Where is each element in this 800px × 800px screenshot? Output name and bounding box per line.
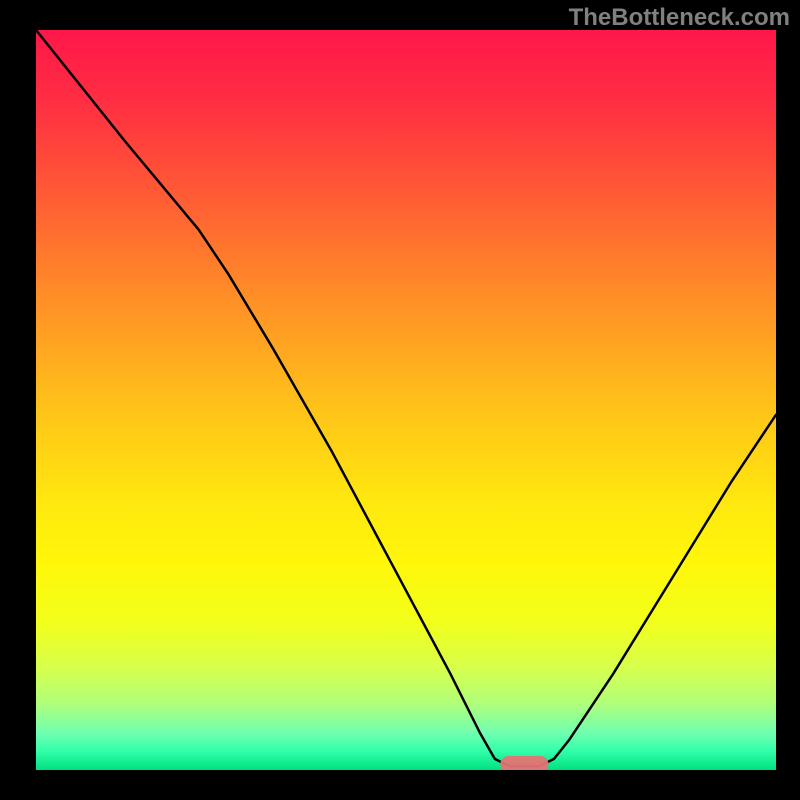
watermark-text: TheBottleneck.com [569, 4, 790, 32]
stage: TheBottleneck.com [0, 0, 800, 800]
chart-background [36, 30, 776, 770]
plot-area [36, 30, 776, 770]
chart-svg [36, 30, 776, 770]
optimal-marker [500, 756, 548, 770]
